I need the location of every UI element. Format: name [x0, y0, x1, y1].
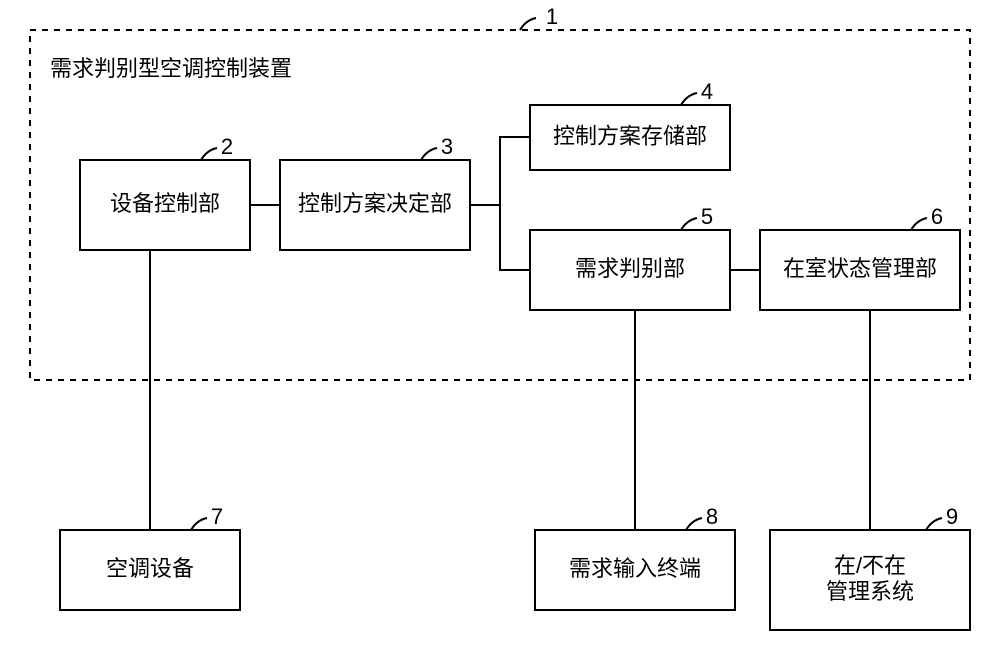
node-4-label: 控制方案存储部 — [553, 123, 707, 148]
node-5-tag-tick — [681, 218, 697, 230]
node-5-tag-number: 5 — [701, 204, 713, 229]
node-7-tag-tick — [191, 518, 207, 530]
node-9-label-line-1: 管理系统 — [826, 579, 914, 604]
node-7-tag-number: 7 — [211, 504, 223, 529]
node-2-tag-tick — [201, 148, 217, 160]
node-2: 设备控制部 2 — [80, 134, 250, 250]
node-6-label: 在室状态管理部 — [783, 256, 937, 281]
node-9-label-line-0: 在/不在 — [834, 553, 906, 578]
node-3-tag-number: 3 — [441, 134, 453, 159]
outer-tag-tick — [520, 18, 536, 30]
edge-junction-5 — [500, 205, 530, 270]
node-7-label: 空调设备 — [106, 556, 194, 581]
node-9-tag-number: 9 — [946, 504, 958, 529]
node-2-label: 设备控制部 — [110, 191, 220, 216]
node-6-tag-number: 6 — [931, 204, 943, 229]
node-4: 控制方案存储部 4 — [530, 79, 730, 170]
node-5: 需求判别部 5 — [530, 204, 730, 310]
outer-container-title: 需求判别型空调控制装置 — [50, 56, 292, 81]
node-6: 在室状态管理部 6 — [760, 204, 960, 310]
node-5-label: 需求判别部 — [575, 256, 685, 281]
node-2-tag-number: 2 — [221, 134, 233, 159]
node-4-tag-number: 4 — [701, 79, 713, 104]
node-8-tag-number: 8 — [706, 504, 718, 529]
node-9-tag-tick — [926, 518, 942, 530]
node-4-tag-tick — [681, 93, 697, 105]
node-3-tag-tick — [421, 148, 437, 160]
outer-tag-number: 1 — [546, 4, 558, 29]
node-3-label: 控制方案决定部 — [298, 191, 452, 216]
node-6-tag-tick — [911, 218, 927, 230]
node-3: 控制方案决定部 3 — [280, 134, 470, 250]
diagram-canvas: 需求判别型空调控制装置 1 设备控制部 2 控制方案决定部 3 控制方案存储部 4 需求判别部 5… — [0, 0, 1000, 661]
edge-junction-4 — [500, 137, 530, 205]
node-8-label: 需求输入终端 — [569, 556, 701, 581]
node-8-tag-tick — [686, 518, 702, 530]
